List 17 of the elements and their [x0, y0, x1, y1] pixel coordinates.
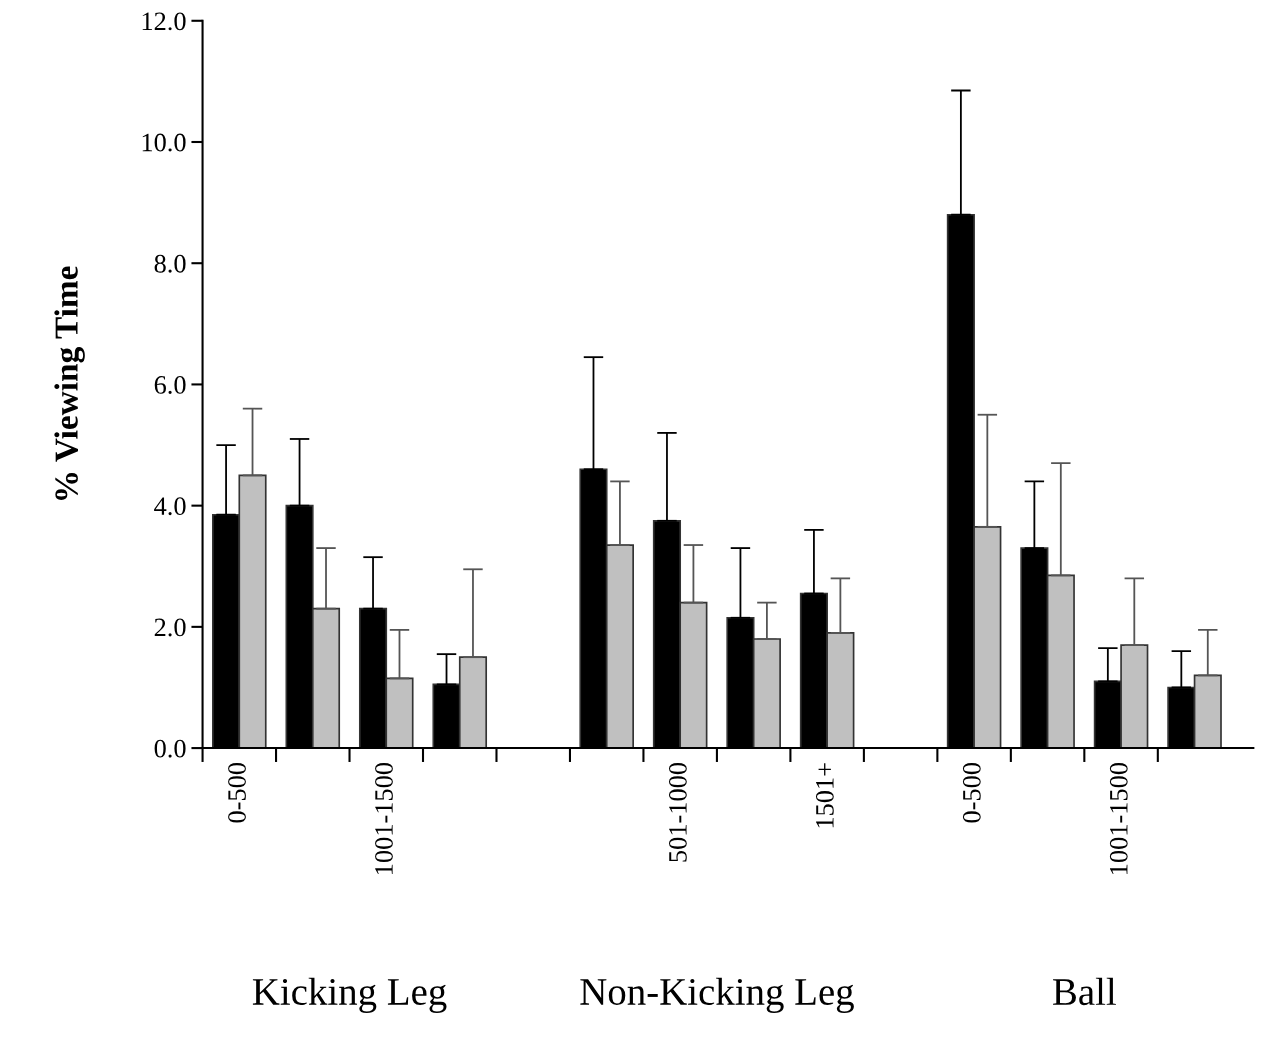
y-tick-label: 4.0 [154, 497, 186, 516]
x-tick-label: 0-500 [962, 762, 981, 823]
x-tick-label: 0-500 [228, 762, 246, 823]
text: Non-Kicking Leg [580, 977, 854, 1014]
x-tick-label: 1001-1500 [375, 762, 393, 874]
y-tick-label: 10.0 [142, 133, 186, 152]
y-tick-label: 0.0 [154, 739, 186, 758]
text: Kicking Leg [252, 977, 447, 1014]
y-tick-label: 12.0 [142, 12, 186, 31]
y-tick-label: 6.0 [154, 376, 186, 394]
x-tick-label: 1001-1500 [1109, 762, 1128, 874]
x-tick-label: 501-1000 [668, 762, 687, 862]
x-tick-label: 1501+ [815, 763, 834, 828]
y-tick-label: 8.0 [154, 254, 186, 273]
y-axis-title: % Viewing Time [54, 266, 85, 500]
y-tick-label: 2.0 [154, 618, 186, 637]
text: Ball [1053, 977, 1116, 1006]
